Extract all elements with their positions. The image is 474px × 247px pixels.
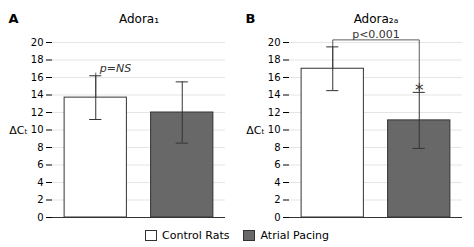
svg-text:2: 2 — [37, 194, 43, 205]
svg-text:6: 6 — [274, 159, 280, 170]
svg-text:16: 16 — [268, 72, 281, 83]
svg-text:12: 12 — [268, 107, 281, 118]
svg-text:0: 0 — [274, 212, 280, 223]
svg-text:8: 8 — [37, 142, 43, 153]
svg-text:18: 18 — [268, 54, 281, 65]
svg-text:6: 6 — [37, 159, 43, 170]
svg-text:*: * — [415, 80, 424, 100]
html-text:Atrial Pacing: Atrial Pacing — [260, 228, 329, 242]
svg-text:12: 12 — [31, 107, 44, 118]
svg-text:A: A — [9, 11, 19, 26]
svg-text:14: 14 — [268, 89, 281, 100]
svg-text:Adora₁: Adora₁ — [119, 12, 159, 26]
svg-text:4: 4 — [274, 177, 280, 188]
svg-text:20: 20 — [31, 37, 44, 48]
svg-text:4: 4 — [37, 177, 43, 188]
svg-text:ΔCₜ: ΔCₜ — [9, 124, 27, 137]
svg-text:10: 10 — [268, 124, 281, 135]
svg-text:16: 16 — [31, 72, 44, 83]
svg-text:2: 2 — [274, 194, 280, 205]
html-text:Control Rats: Control Rats — [162, 228, 230, 242]
svg-text:0: 0 — [37, 212, 43, 223]
svg-text:Adora₂ₐ: Adora₂ₐ — [354, 12, 399, 26]
svg-text:10: 10 — [31, 124, 44, 135]
svg-text:14: 14 — [31, 89, 44, 100]
svg-text:8: 8 — [274, 142, 280, 153]
svg-text:p<0.001: p<0.001 — [352, 28, 400, 41]
svg-text:p=NS: p=NS — [99, 62, 131, 75]
svg-text:20: 20 — [268, 37, 281, 48]
svg-text:ΔCₜ: ΔCₜ — [246, 124, 264, 137]
svg-text:B: B — [246, 11, 256, 26]
svg-text:18: 18 — [31, 54, 44, 65]
